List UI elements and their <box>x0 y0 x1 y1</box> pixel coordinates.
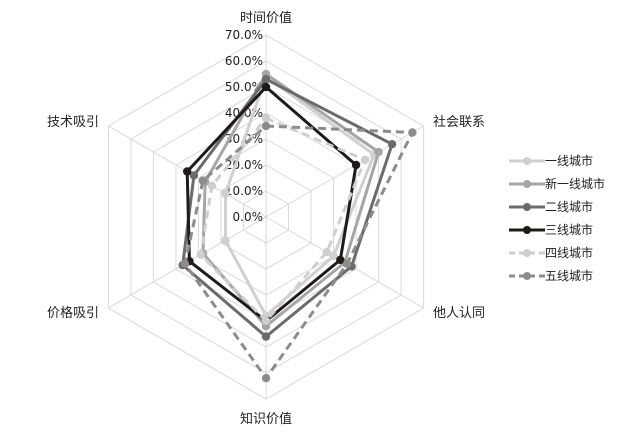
legend-item: 五线城市 <box>509 268 593 283</box>
data-point <box>342 259 352 268</box>
legend-item: 四线城市 <box>509 245 593 260</box>
data-point <box>261 75 271 84</box>
legend-marker <box>523 226 531 234</box>
data-point <box>351 160 361 170</box>
axis-label: 价格吸引 <box>47 305 99 321</box>
axis-label: 时间价值 <box>240 10 292 26</box>
legend-label: 四线城市 <box>545 245 593 260</box>
data-point <box>261 374 271 383</box>
tick-label: 50.0% <box>225 80 263 94</box>
data-point <box>221 236 230 245</box>
data-point <box>221 189 230 198</box>
axis-label: 他人认同 <box>433 306 485 321</box>
tick-label: 10.0% <box>225 184 263 198</box>
legend-label: 三线城市 <box>545 222 593 237</box>
series <box>178 75 397 341</box>
legend-item: 新一线城市 <box>509 176 605 191</box>
legend-item: 一线城市 <box>509 153 593 168</box>
axis-label: 技术吸引 <box>47 115 99 130</box>
legend-marker <box>523 272 531 280</box>
axis-label: 社会联系 <box>433 114 485 130</box>
tick-label: 0.0% <box>233 210 264 224</box>
data-point <box>261 332 271 341</box>
data-point <box>189 171 199 180</box>
legend-marker <box>523 157 531 165</box>
data-point <box>261 114 271 123</box>
legend-marker <box>523 249 531 257</box>
legend-marker <box>523 180 531 188</box>
tick-label: 70.0% <box>225 28 263 42</box>
data-point <box>180 259 190 268</box>
tick-label: 60.0% <box>225 54 263 68</box>
legend-label: 五线城市 <box>545 268 593 283</box>
data-point <box>387 140 397 149</box>
data-point <box>198 176 208 185</box>
legend-marker <box>523 203 531 211</box>
legend-label: 新一线城市 <box>545 176 605 191</box>
data-point <box>196 250 205 259</box>
legend-label: 一线城市 <box>545 153 593 168</box>
data-point <box>182 167 192 176</box>
data-point <box>329 251 338 261</box>
data-point <box>336 255 345 265</box>
data-point <box>261 121 271 131</box>
data-point <box>374 147 383 157</box>
data-point <box>408 128 417 137</box>
series <box>180 121 417 383</box>
series <box>196 114 370 326</box>
axis-label: 知识价值 <box>240 411 292 427</box>
legend-label: 二线城市 <box>545 199 593 214</box>
tick-label: 20.0% <box>225 158 263 172</box>
data-point <box>261 316 271 326</box>
axis-spoke <box>265 125 424 218</box>
series-group <box>178 69 417 383</box>
data-point <box>360 155 370 164</box>
data-point <box>207 181 217 190</box>
legend-item: 三线城市 <box>509 222 593 237</box>
data-point <box>261 82 271 92</box>
legend-item: 二线城市 <box>509 199 593 214</box>
data-point <box>322 247 331 257</box>
